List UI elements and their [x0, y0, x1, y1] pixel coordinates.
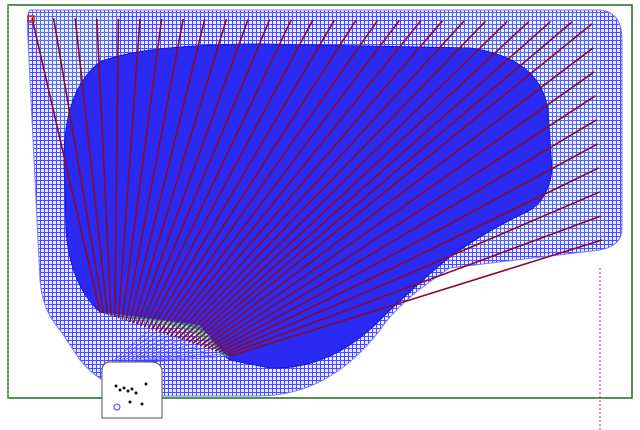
trace	[199, 47, 594, 347]
pin	[118, 388, 122, 392]
origin-marker	[27, 15, 35, 23]
trace	[128, 19, 206, 323]
trace	[177, 20, 487, 339]
ratsnest	[132, 343, 193, 363]
trace	[196, 23, 593, 346]
pin	[144, 382, 148, 386]
trace	[114, 18, 120, 318]
trace	[188, 21, 551, 343]
ratsnest	[117, 333, 163, 363]
ratsnest	[129, 341, 187, 363]
trace	[173, 20, 465, 338]
trace	[117, 18, 141, 319]
trace	[125, 18, 184, 321]
trace	[74, 18, 109, 315]
component	[101, 361, 163, 419]
pin	[134, 391, 138, 395]
trace	[151, 19, 336, 331]
ratsnest	[141, 349, 211, 363]
trace	[96, 18, 112, 316]
pin	[130, 387, 134, 391]
trace	[169, 20, 444, 337]
trace	[207, 95, 596, 350]
trace	[162, 20, 400, 334]
ratsnest	[123, 337, 175, 363]
trace	[214, 143, 598, 352]
pin	[114, 384, 118, 388]
copper-pour	[63, 43, 553, 369]
ratsnest	[144, 351, 217, 363]
ratsnest	[135, 345, 199, 363]
trace	[121, 18, 163, 320]
trace	[222, 191, 601, 355]
pin	[128, 400, 132, 404]
ratsnest	[150, 355, 229, 363]
trace	[218, 167, 600, 353]
trace	[143, 19, 292, 328]
trace	[136, 19, 249, 325]
ratsnest	[126, 339, 181, 363]
trace	[140, 19, 271, 327]
trace	[147, 19, 314, 329]
trace	[132, 19, 228, 324]
pin-marker	[113, 403, 121, 411]
ratsnest	[120, 335, 169, 363]
trace	[181, 20, 508, 341]
pin	[122, 386, 126, 390]
ratsnest	[111, 329, 151, 363]
trace	[52, 18, 105, 314]
trace	[158, 20, 379, 333]
ratsnest	[147, 353, 223, 363]
trace	[155, 19, 357, 332]
ratsnest	[114, 331, 157, 363]
trace	[229, 239, 603, 357]
ratsnest	[138, 347, 205, 363]
trace-group	[31, 17, 603, 357]
trace	[211, 119, 597, 351]
pin	[126, 389, 130, 393]
trace	[31, 17, 101, 313]
trace	[203, 71, 595, 348]
trace	[226, 215, 602, 356]
trace	[192, 21, 573, 345]
pin	[140, 402, 144, 406]
trace	[184, 20, 530, 342]
trace	[166, 20, 422, 336]
